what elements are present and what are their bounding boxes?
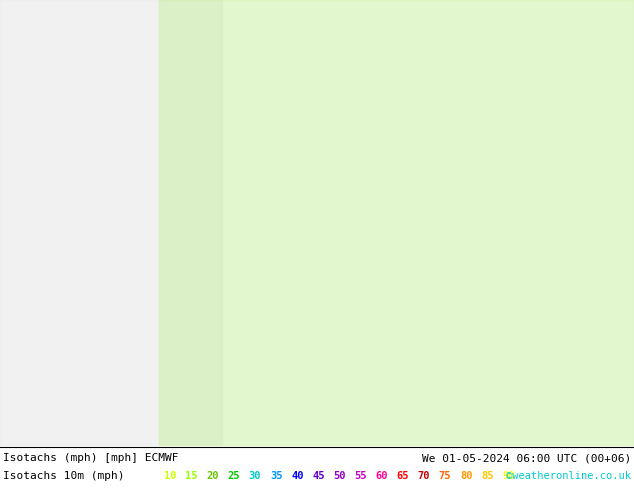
Bar — [158, 0, 634, 446]
Text: 10: 10 — [164, 471, 177, 481]
Bar — [0, 0, 222, 446]
Text: ©weatheronline.co.uk: ©weatheronline.co.uk — [506, 471, 631, 481]
Text: 15: 15 — [185, 471, 198, 481]
Text: 45: 45 — [312, 471, 325, 481]
Text: We 01-05-2024 06:00 UTC (00+06): We 01-05-2024 06:00 UTC (00+06) — [422, 453, 631, 463]
Text: 60: 60 — [375, 471, 388, 481]
Text: 70: 70 — [418, 471, 430, 481]
Text: 50: 50 — [333, 471, 346, 481]
Text: Isotachs (mph) [mph] ECMWF: Isotachs (mph) [mph] ECMWF — [3, 453, 179, 463]
Text: 30: 30 — [249, 471, 261, 481]
Text: 85: 85 — [481, 471, 494, 481]
Text: 25: 25 — [228, 471, 240, 481]
Text: 40: 40 — [291, 471, 304, 481]
Text: 35: 35 — [270, 471, 282, 481]
Text: 90: 90 — [502, 471, 515, 481]
Text: 55: 55 — [354, 471, 367, 481]
Text: 80: 80 — [460, 471, 472, 481]
Text: Isotachs 10m (mph): Isotachs 10m (mph) — [3, 471, 124, 481]
Text: 65: 65 — [397, 471, 409, 481]
Text: 75: 75 — [439, 471, 451, 481]
Text: 20: 20 — [207, 471, 219, 481]
